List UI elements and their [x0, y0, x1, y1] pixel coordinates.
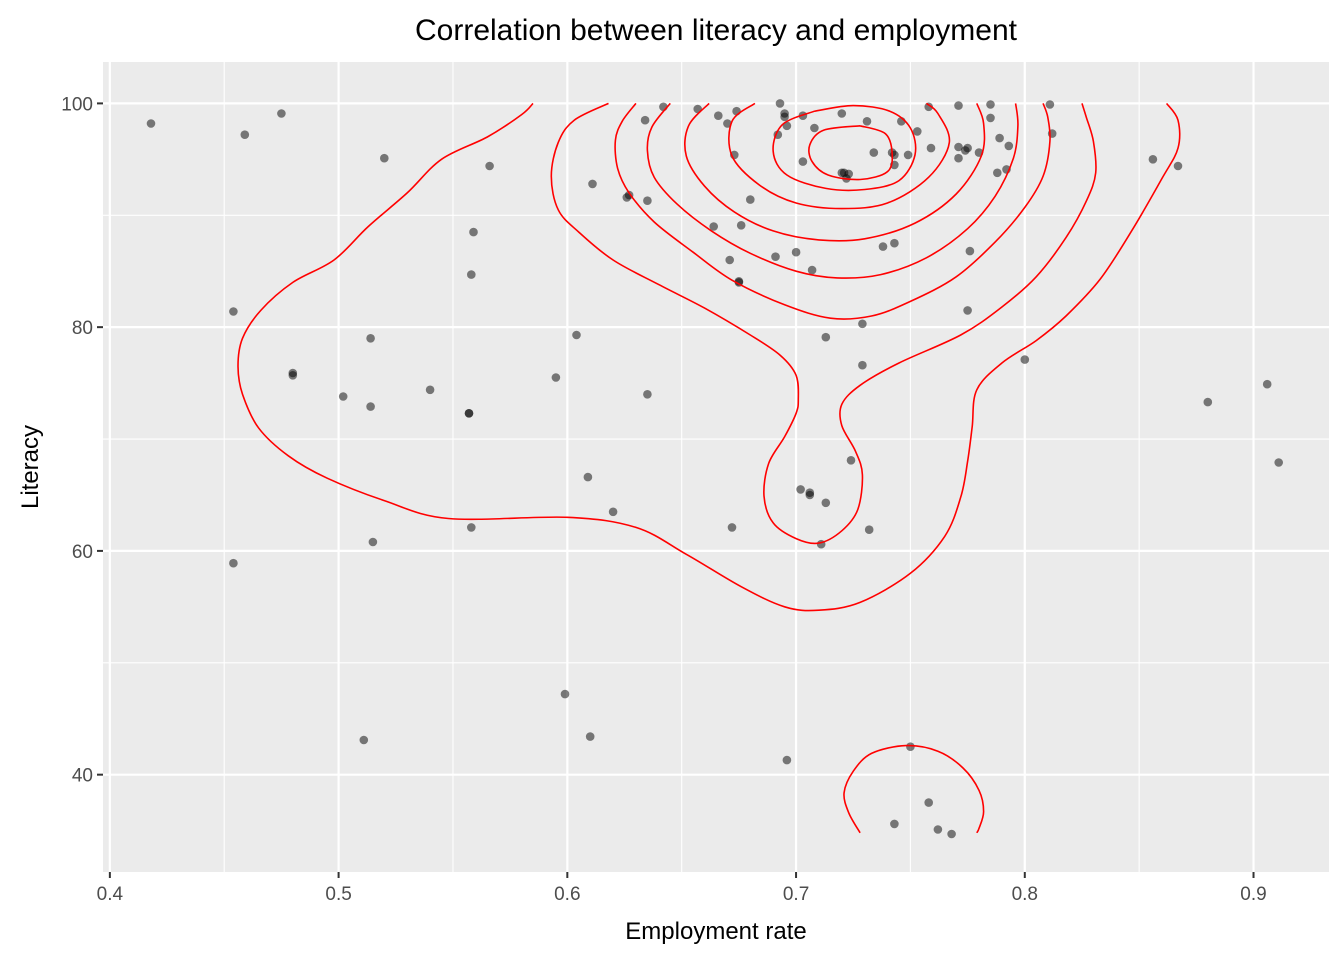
data-point [810, 124, 819, 133]
data-point [799, 157, 808, 166]
y-tick-label: 40 [72, 766, 93, 787]
data-point [714, 111, 723, 120]
data-point [366, 402, 375, 411]
data-point [783, 756, 792, 765]
data-point [934, 825, 943, 834]
data-point [369, 538, 378, 547]
y-tick-label: 100 [61, 94, 93, 115]
x-tick-label: 0.6 [554, 884, 580, 905]
data-point [147, 119, 156, 128]
data-point [796, 485, 805, 494]
data-point [1274, 458, 1283, 467]
data-point [1021, 355, 1030, 364]
data-point [870, 148, 879, 157]
data-point [806, 488, 815, 497]
data-point [863, 117, 872, 126]
data-point [732, 107, 741, 116]
data-point [776, 99, 785, 108]
data-point [737, 221, 746, 230]
data-point [963, 306, 972, 315]
data-point [858, 361, 867, 370]
chart-title: Correlation between literacy and employm… [415, 14, 1018, 47]
data-point [467, 270, 476, 279]
data-point [1204, 398, 1213, 407]
data-point [890, 239, 899, 248]
data-point [552, 373, 561, 382]
data-point [241, 130, 250, 139]
data-point [771, 252, 780, 261]
data-point [465, 409, 474, 418]
data-point [1046, 100, 1055, 109]
data-point [229, 559, 238, 568]
x-tick-label: 0.9 [1240, 884, 1266, 905]
data-point [986, 114, 995, 123]
data-point [584, 473, 593, 482]
data-point [966, 247, 975, 256]
data-point [847, 456, 856, 465]
plot-panel [103, 62, 1329, 872]
data-point [890, 820, 899, 829]
data-point [808, 266, 817, 275]
data-point [906, 742, 915, 751]
data-point [954, 101, 963, 110]
data-point [844, 170, 853, 179]
x-tick-label: 0.8 [1012, 884, 1038, 905]
data-point [904, 151, 913, 160]
data-point [879, 242, 888, 251]
x-tick-label: 0.7 [783, 884, 809, 905]
data-point [643, 390, 652, 399]
data-point [792, 248, 801, 257]
data-point [822, 499, 831, 508]
y-tick-label: 80 [72, 318, 93, 339]
data-point [913, 127, 922, 136]
data-point [1174, 162, 1183, 171]
data-point [641, 116, 650, 125]
data-point [858, 320, 867, 329]
data-point [360, 736, 369, 745]
data-point [746, 195, 755, 204]
data-point [643, 196, 652, 205]
x-tick-label: 0.4 [97, 884, 124, 905]
data-point [1005, 142, 1014, 151]
data-point [588, 180, 597, 189]
data-point [986, 100, 995, 109]
data-point [1149, 155, 1158, 164]
data-point [572, 331, 581, 340]
data-point [822, 333, 831, 342]
data-point [467, 523, 476, 532]
data-point [289, 371, 298, 380]
data-point [469, 228, 478, 237]
data-point [586, 732, 595, 741]
data-point [561, 690, 570, 699]
y-axis-title: Literacy [17, 425, 44, 509]
data-point [725, 256, 734, 265]
data-point [780, 113, 789, 122]
data-point [366, 334, 375, 343]
x-tick-label: 0.5 [325, 884, 351, 905]
data-point [838, 109, 847, 118]
data-point [954, 154, 963, 163]
data-point [993, 169, 1002, 178]
data-point [865, 525, 874, 534]
data-point [995, 134, 1004, 143]
data-point [728, 523, 737, 532]
data-point [426, 386, 435, 395]
data-point [947, 830, 956, 839]
data-point [380, 154, 389, 163]
data-point [1263, 380, 1272, 389]
data-point [963, 144, 972, 153]
data-point [924, 798, 933, 807]
data-point [609, 508, 618, 517]
data-point [339, 392, 348, 401]
y-tick-label: 60 [72, 542, 93, 563]
x-axis-title: Employment rate [625, 918, 806, 945]
data-point [277, 109, 286, 118]
data-point [927, 144, 936, 153]
data-point [485, 162, 494, 171]
data-point [229, 307, 238, 316]
